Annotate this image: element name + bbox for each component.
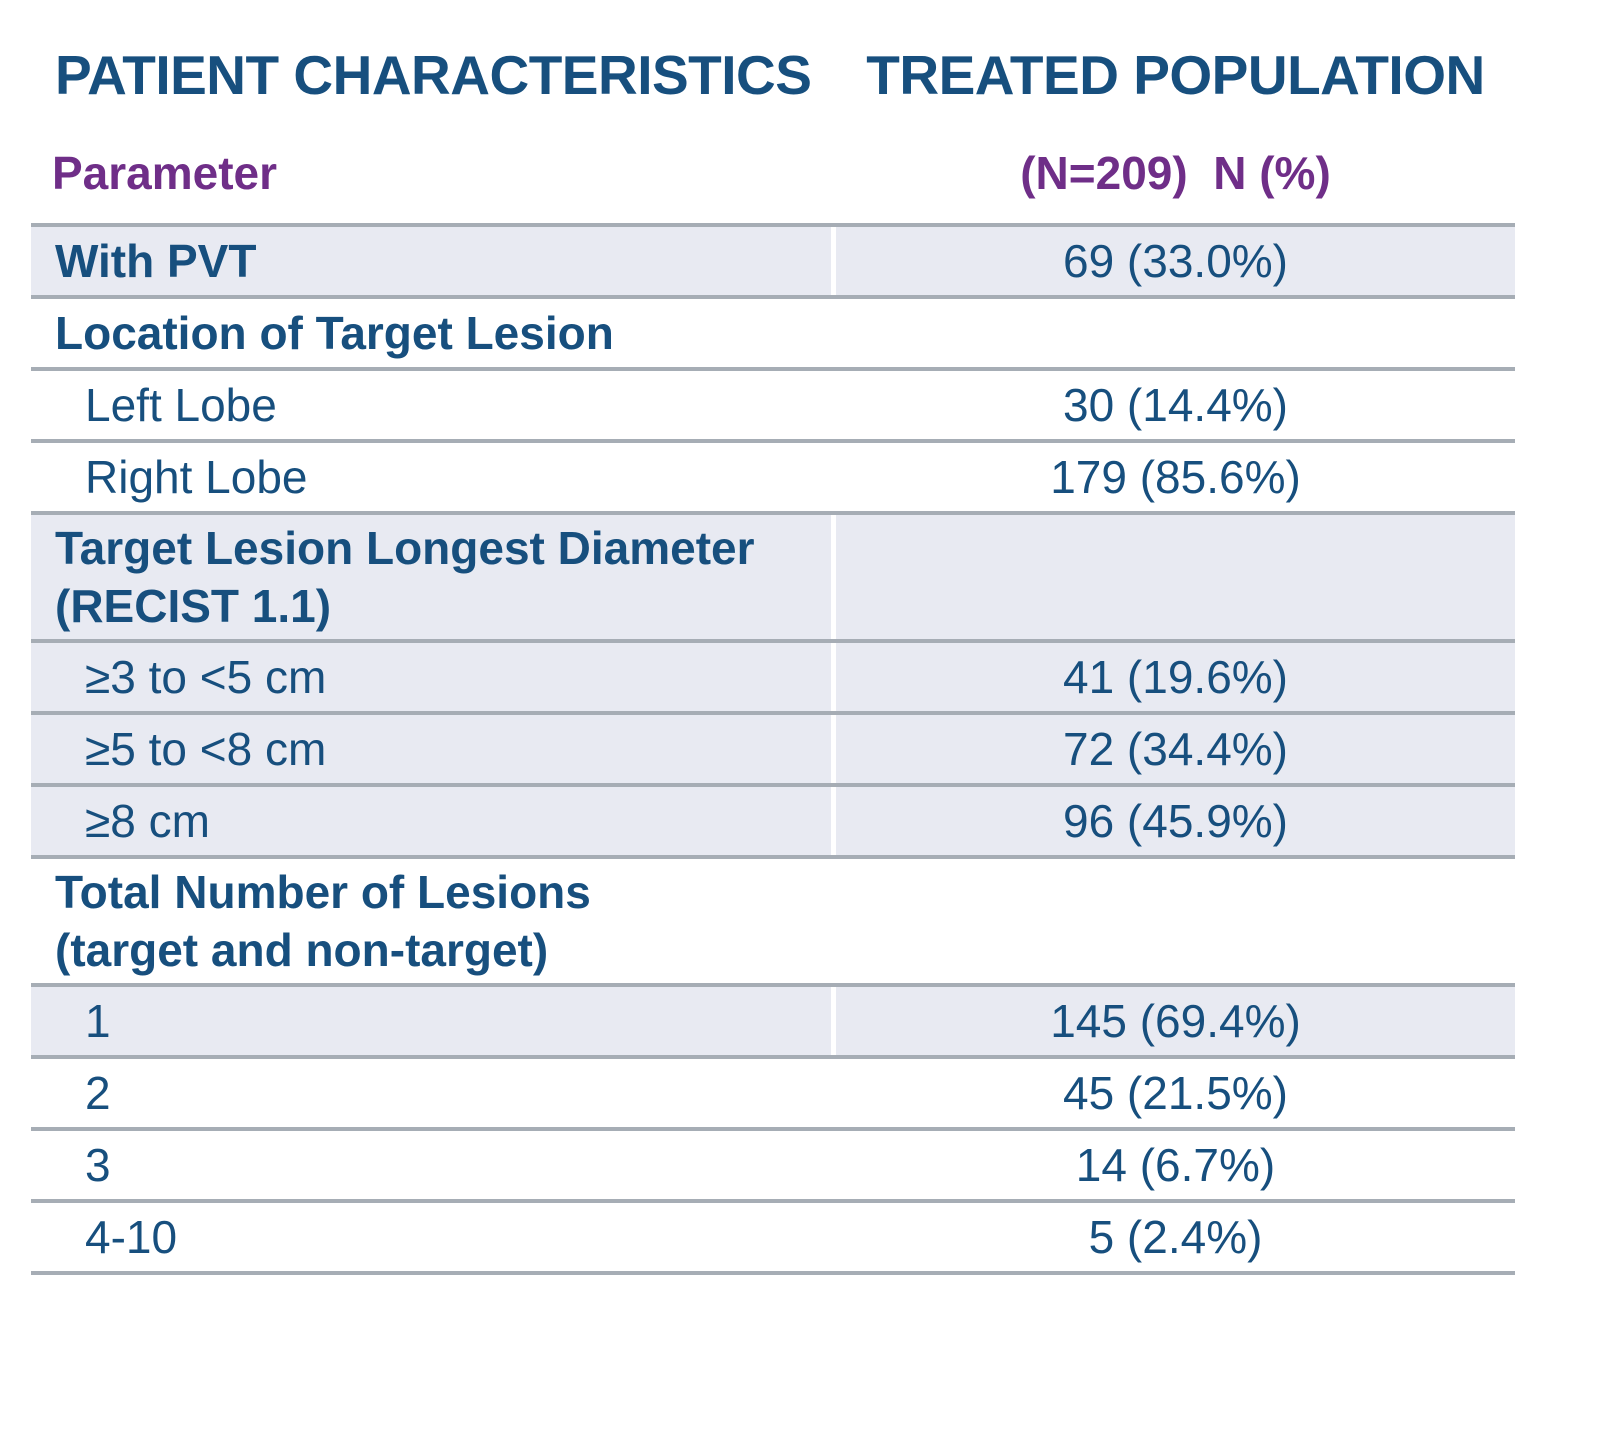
row-value xyxy=(836,299,1515,367)
row-label: 3 xyxy=(85,1139,111,1191)
row-value: 179 (85.6%) xyxy=(1050,451,1301,503)
table-row: Right Lobe 179 (85.6%) xyxy=(31,443,1515,515)
characteristics-table: With PVT 69 (33.0%) Location of Target L… xyxy=(31,223,1515,1275)
row-label: ≥5 to <8 cm xyxy=(31,715,831,783)
row-label: 4-10 xyxy=(85,1211,178,1263)
row-value: 96 (45.9%) xyxy=(836,787,1515,855)
row-label: ≥3 to <5 cm xyxy=(31,643,831,711)
row-value: 30 (14.4%) xyxy=(1062,379,1288,431)
table-row: 1 145 (69.4%) xyxy=(31,987,1515,1059)
table-row: ≥3 to <5 cm 41 (19.6%) xyxy=(31,643,1515,715)
page-title-patient-characteristics: PATIENT CHARACTERISTICS xyxy=(55,44,812,106)
row-label: Right Lobe xyxy=(85,451,308,503)
table-row: With PVT 69 (33.0%) xyxy=(31,227,1515,299)
row-label: ≥8 cm xyxy=(31,787,831,855)
table-row: Location of Target Lesion xyxy=(31,299,1515,371)
table-row: ≥5 to <8 cm 72 (34.4%) xyxy=(31,715,1515,787)
row-value: 145 (69.4%) xyxy=(836,987,1515,1055)
column-header-parameter: Parameter xyxy=(52,147,278,199)
row-value: 72 (34.4%) xyxy=(836,715,1515,783)
row-label: With PVT xyxy=(31,227,831,295)
table-row: 2 45 (21.5%) xyxy=(31,1059,1515,1131)
row-value xyxy=(836,859,1515,983)
row-value: 14 (6.7%) xyxy=(1075,1139,1276,1191)
row-value: 5 (2.4%) xyxy=(1088,1211,1263,1263)
row-label: Left Lobe xyxy=(85,379,277,431)
page-title-treated-population: TREATED POPULATION xyxy=(866,44,1485,106)
row-value: 41 (19.6%) xyxy=(836,643,1515,711)
row-value: 69 (33.0%) xyxy=(836,227,1515,295)
table-row: Left Lobe 30 (14.4%) xyxy=(31,371,1515,443)
row-label: 2 xyxy=(85,1067,111,1119)
row-label: Total Number of Lesions (target and non-… xyxy=(55,866,591,976)
row-label: Target Lesion Longest Diameter (RECIST 1… xyxy=(31,515,831,639)
row-label: 1 xyxy=(31,987,831,1055)
row-value: 45 (21.5%) xyxy=(1062,1067,1288,1119)
row-label: Location of Target Lesion xyxy=(55,307,614,359)
column-header-n-percent: (N=209) N (%) xyxy=(1020,147,1331,199)
table-row: 4-10 5 (2.4%) xyxy=(31,1203,1515,1275)
table-row: Target Lesion Longest Diameter (RECIST 1… xyxy=(31,515,1515,643)
table-row: 3 14 (6.7%) xyxy=(31,1131,1515,1203)
row-value xyxy=(836,515,1515,639)
table-row: Total Number of Lesions (target and non-… xyxy=(31,859,1515,987)
table-row: ≥8 cm 96 (45.9%) xyxy=(31,787,1515,859)
